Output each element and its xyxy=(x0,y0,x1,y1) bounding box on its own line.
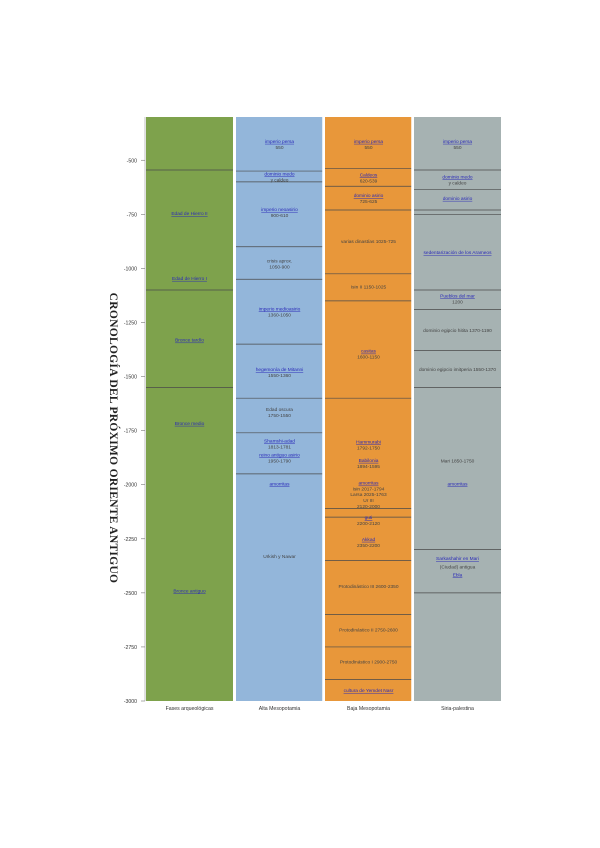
period-label: amorritas xyxy=(270,481,291,487)
period-label: Ebla xyxy=(453,572,463,578)
period-label: Babilonia xyxy=(359,458,379,464)
column-header: Fases arqueológicas xyxy=(166,706,214,712)
period-label: 1200 xyxy=(452,299,463,305)
period-label: dominio medo xyxy=(442,175,472,181)
period-label: 1750-1550 xyxy=(268,413,291,419)
y-tick-label: -2500 xyxy=(124,591,137,597)
period-label: y caldeo xyxy=(449,181,467,187)
period-label: Bronce medio xyxy=(175,421,205,427)
period-label: imperio neoasirio xyxy=(261,207,298,213)
y-tick-label: -1000 xyxy=(124,266,137,272)
y-tick-label: -750 xyxy=(127,212,137,218)
period-label: imperio persa xyxy=(443,139,472,145)
y-tick-label: -1500 xyxy=(124,375,137,381)
period-label: 2120-2000 xyxy=(357,504,380,510)
y-tick-label: -2250 xyxy=(124,537,137,543)
period-label: 1813-1781 xyxy=(268,444,291,450)
period-label: 725-625 xyxy=(360,199,378,205)
column-header: Alta Mesopotamia xyxy=(259,706,301,712)
period-label: Edad oscura xyxy=(266,407,293,413)
period-label: 620-539 xyxy=(360,178,378,184)
period-label: y caldeo xyxy=(271,177,289,183)
period-label: casitas xyxy=(361,349,377,355)
period-label: imperio persa xyxy=(265,139,294,145)
period-label: Akkad xyxy=(362,537,376,543)
period-label: Bronce tardío xyxy=(175,338,204,344)
period-label: imperio persa xyxy=(354,139,383,145)
period-label: crisis aprox. xyxy=(267,258,293,264)
period-label: Edad de Hierro I xyxy=(172,276,207,282)
period-label: Bronce antiguo xyxy=(173,588,206,594)
period-label: 900-610 xyxy=(271,213,289,219)
period-label: 1894-1595 xyxy=(357,464,380,470)
period-label: guti xyxy=(365,515,373,521)
period-label: Pueblos del mar xyxy=(440,293,475,299)
period-label: Larsa 2025-1763 xyxy=(350,492,387,498)
period-label: Isin 2017-1794 xyxy=(353,487,385,493)
period-label: amorritas xyxy=(448,481,469,487)
period-label: 2350-2200 xyxy=(357,543,380,549)
period-label: Protodinástico II 2750-2600 xyxy=(339,627,398,633)
period-label: dominio asirio xyxy=(443,196,473,202)
period-label: 1550-1360 xyxy=(268,373,291,379)
period-label: amorritas xyxy=(359,481,380,487)
period-label: dominio medo xyxy=(264,171,294,177)
period-label: Mari 1850-1750 xyxy=(441,459,475,465)
column-background xyxy=(236,117,323,701)
period-label: (Ciudad) antigua xyxy=(440,565,476,571)
period-label: Sarkashahir en Mari xyxy=(436,556,479,562)
period-label: cultura de Yemdet Nasr xyxy=(344,688,394,694)
period-label: Isin II 1150-1025 xyxy=(351,285,387,291)
period-label: Hammurabi xyxy=(356,439,381,445)
y-tick-label: -3000 xyxy=(124,699,137,705)
y-tick-label: -1250 xyxy=(124,320,137,326)
period-label: varias dinastías 1025-725 xyxy=(341,239,396,245)
period-label: 1950-1790 xyxy=(268,458,291,464)
column-background xyxy=(325,117,412,701)
y-tick-label: -1750 xyxy=(124,429,137,435)
period-label: hegemonía de Mitanni xyxy=(256,367,303,373)
period-label: sedentarización de los Arameos xyxy=(424,250,493,256)
column-header: Siria-palestina xyxy=(441,706,474,712)
y-tick-label: -2000 xyxy=(124,483,137,489)
period-label: Protodinástico III 2600-2350 xyxy=(338,584,398,590)
y-tick-label: -2750 xyxy=(124,645,137,651)
period-label: Protodinástico I 2900-2750 xyxy=(340,659,398,665)
period-label: Edad de Hierro II xyxy=(171,211,207,217)
period-label: dominio egipcio hitita 1370-1190 xyxy=(423,328,492,334)
period-label: dominio egipcio imitperia 1550-1370 xyxy=(419,367,496,373)
period-label: 550 xyxy=(364,145,372,151)
period-label: 1050-900 xyxy=(269,264,290,270)
period-label: 1600-1150 xyxy=(357,355,380,361)
period-label: dominio asirio xyxy=(354,193,384,199)
period-label: Caldeos xyxy=(360,172,378,178)
column-background xyxy=(414,117,501,701)
period-label: Shamshi-adad xyxy=(264,438,295,444)
period-label: 2200-2120 xyxy=(357,521,380,527)
y-tick-label: -500 xyxy=(127,158,137,164)
period-label: 550 xyxy=(275,145,283,151)
column-background xyxy=(146,117,233,701)
period-label: Ur III xyxy=(363,498,373,504)
period-label: Urkish y Nawar xyxy=(263,554,296,560)
period-label: imperio medioasirio xyxy=(259,306,301,312)
period-label: 1792-1750 xyxy=(357,445,380,451)
period-label: reino antiguo asirio xyxy=(259,452,300,458)
column-header: Baja Mesopotamia xyxy=(347,706,390,712)
period-label: 1360-1050 xyxy=(268,312,291,318)
period-label: 550 xyxy=(453,145,461,151)
